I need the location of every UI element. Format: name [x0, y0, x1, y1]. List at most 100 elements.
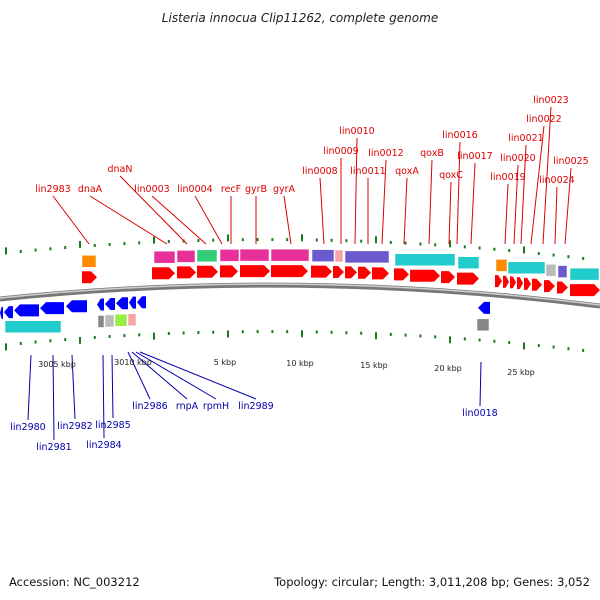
cog-box: [394, 253, 456, 266]
gene-label: lin0008: [302, 166, 337, 177]
leader-line: [403, 177, 408, 245]
leader-line: [151, 195, 207, 245]
leader-line: [111, 354, 114, 419]
reverse-gene-arrow: [4, 306, 13, 319]
leader-line: [102, 354, 105, 439]
leader-line: [131, 351, 188, 400]
gene-label: rpmH: [203, 401, 229, 412]
forward-gene-arrow: [311, 265, 332, 278]
forward-gene-arrow: [271, 265, 308, 278]
forward-gene-arrow: [197, 265, 218, 278]
cog-track: [4, 248, 600, 334]
gene-label: lin0010: [339, 126, 374, 137]
gene-label: lin0021: [508, 133, 543, 144]
leader-line: [27, 354, 32, 421]
gene-label: lin2980: [10, 422, 45, 433]
cog-box: [569, 267, 600, 281]
scale-label: 10 kbp: [286, 359, 314, 368]
reverse-gene-arrow: [66, 300, 87, 313]
cog-box: [4, 320, 62, 334]
gene-label: lin2981: [36, 442, 71, 453]
cog-box: [114, 314, 128, 327]
leader-line: [71, 354, 76, 420]
gene-label: lin0017: [457, 151, 492, 162]
gene-label: lin0016: [442, 130, 477, 141]
reverse-gene-arrow: [137, 296, 146, 309]
gene-label: lin0012: [368, 148, 403, 159]
cog-box: [557, 265, 568, 278]
scale-label: 25 kbp: [507, 368, 535, 377]
backbone-highlight: [0, 283, 600, 306]
leader-line: [194, 195, 223, 245]
leader-line: [470, 162, 476, 245]
forward-gene-arrow: [570, 284, 600, 297]
leader-line: [542, 106, 552, 245]
leader-line: [283, 195, 292, 245]
gene-label: lin0009: [323, 146, 358, 157]
forward-gene-arrow: [394, 268, 409, 281]
scale-label: 15 kbp: [360, 361, 388, 370]
gene-label: lin0003: [134, 184, 169, 195]
gene-label: qoxB: [420, 148, 444, 159]
cog-box: [545, 264, 557, 277]
scale-label: 3010 kbp: [114, 358, 152, 367]
forward-gene-arrow: [152, 267, 175, 280]
gene-label: qoxA: [395, 166, 419, 177]
leader-line: [479, 361, 482, 407]
leader-line: [428, 159, 433, 245]
reverse-gene-arrow: [116, 297, 128, 310]
forward-gene-arrow: [220, 265, 238, 278]
leader-line: [530, 125, 545, 245]
cog-box: [81, 255, 97, 268]
cog-box: [196, 249, 218, 263]
forward-gene-arrow: [441, 271, 455, 284]
leader-line: [119, 175, 188, 245]
reverse-gene-arrow: [40, 302, 64, 315]
cog-box: [153, 250, 176, 264]
forward-gene-arrow: [82, 271, 97, 284]
forward-gene-arrow: [410, 269, 440, 282]
scale-label: 20 kbp: [434, 364, 462, 373]
gene-label: lin0020: [500, 153, 535, 164]
forward-gene-arrow: [517, 277, 523, 290]
leader-line: [127, 351, 151, 400]
gene-label: lin2982: [57, 421, 92, 432]
leader-line: [456, 141, 461, 245]
forward-gene-arrow: [333, 265, 344, 278]
leader-line: [139, 351, 257, 400]
gene-label: lin0011: [350, 166, 385, 177]
forward-gene-arrow: [510, 276, 516, 289]
gene-label: lin0004: [177, 184, 212, 195]
reverse-gene-arrow: [129, 296, 136, 309]
forward-gene-arrow: [358, 266, 371, 279]
leader-line: [504, 183, 509, 245]
reverse-gene-arrow: [478, 301, 490, 314]
map-title: Listeria innocua Clip11262, complete gen…: [162, 11, 438, 25]
forward-gene-arrow: [177, 266, 196, 279]
cog-box: [97, 315, 105, 328]
gene-label: lin2986: [132, 401, 167, 412]
cog-box: [104, 314, 115, 328]
gene-label: lin2985: [95, 420, 130, 431]
leader-line: [448, 181, 452, 245]
reverse-gene-arrow: [105, 297, 115, 310]
leader-line: [354, 137, 358, 245]
scale-label: 5 kbp: [214, 358, 236, 367]
forward-gene-arrow: [503, 275, 509, 288]
forward-gene-arrow: [457, 272, 479, 285]
gene-label: lin0022: [526, 114, 561, 125]
cog-box: [495, 259, 508, 272]
topology-text: Topology: circular; Length: 3,011,208 bp…: [273, 575, 590, 589]
scale-label: 3005 kbp: [38, 360, 76, 369]
gene-label: rnpA: [176, 401, 199, 412]
gene-label: lin2989: [238, 401, 273, 412]
gene-label: dnaN: [108, 164, 133, 175]
gene-label: dnaA: [78, 184, 103, 195]
cog-box: [176, 250, 196, 263]
leader-line: [52, 195, 90, 245]
gene-label: lin0018: [462, 408, 497, 419]
gene-track: [0, 265, 600, 319]
forward-gene-arrow: [495, 275, 502, 288]
forward-gene-arrow: [372, 267, 389, 280]
